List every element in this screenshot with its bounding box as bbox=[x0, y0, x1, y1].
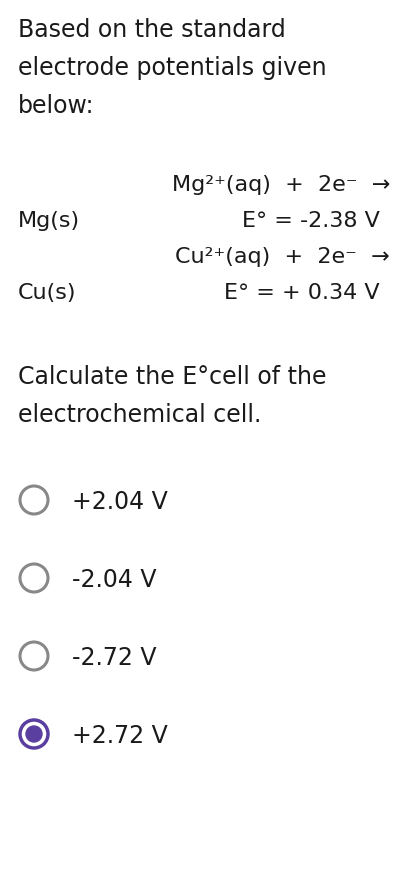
Text: +2.72 V: +2.72 V bbox=[72, 724, 168, 748]
Text: electrode potentials given: electrode potentials given bbox=[18, 56, 326, 80]
Circle shape bbox=[26, 726, 42, 742]
Text: below:: below: bbox=[18, 94, 94, 118]
Text: Cu(s): Cu(s) bbox=[18, 283, 76, 303]
Text: -2.72 V: -2.72 V bbox=[72, 646, 156, 670]
Text: E° = -2.38 V: E° = -2.38 V bbox=[242, 211, 380, 231]
Text: Calculate the E°cell of the: Calculate the E°cell of the bbox=[18, 365, 326, 389]
Text: Based on the standard: Based on the standard bbox=[18, 18, 286, 42]
Text: Cu²⁺(aq)  +  2e⁻  →: Cu²⁺(aq) + 2e⁻ → bbox=[175, 247, 390, 267]
Text: electrochemical cell.: electrochemical cell. bbox=[18, 403, 261, 427]
Text: E° = + 0.34 V: E° = + 0.34 V bbox=[224, 283, 380, 303]
Text: +2.04 V: +2.04 V bbox=[72, 490, 168, 514]
Text: -2.04 V: -2.04 V bbox=[72, 568, 156, 592]
Text: Mg(s): Mg(s) bbox=[18, 211, 80, 231]
Text: Mg²⁺(aq)  +  2e⁻  →: Mg²⁺(aq) + 2e⁻ → bbox=[172, 175, 390, 195]
